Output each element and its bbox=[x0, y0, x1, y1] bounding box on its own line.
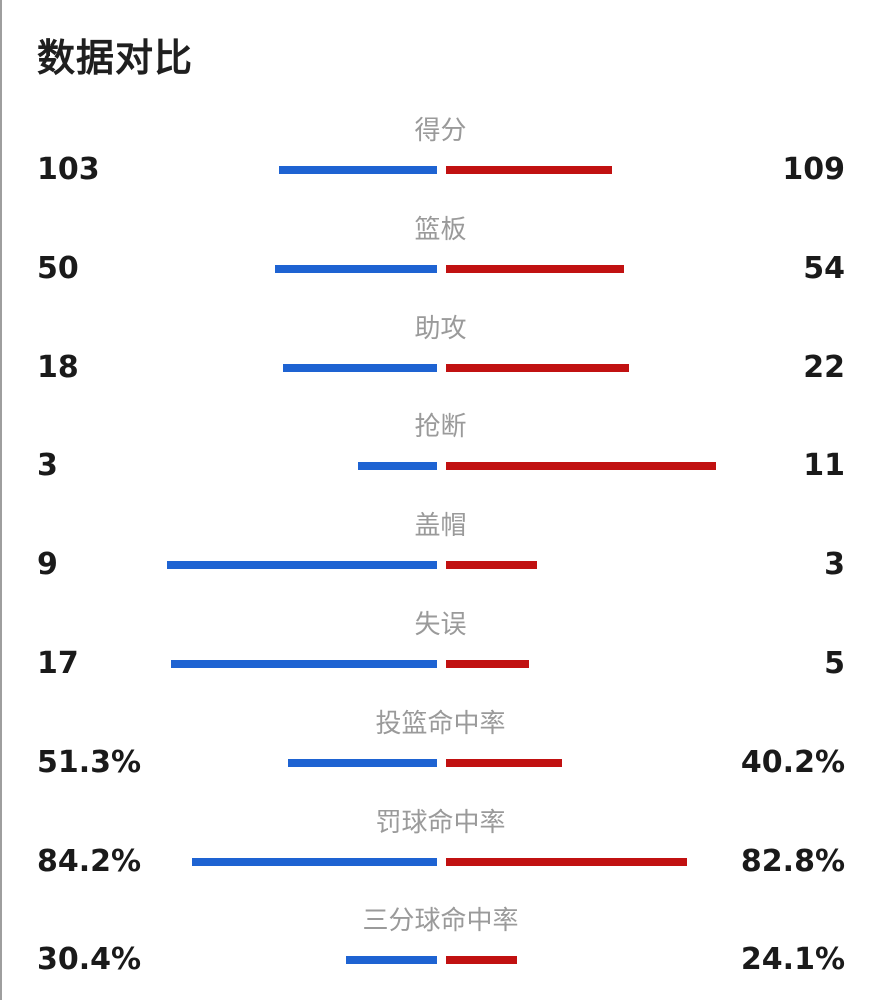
left-team-value: 51.3% bbox=[37, 745, 142, 780]
stat-row: 失误 17 5 bbox=[0, 610, 881, 690]
right-team-value: 24.1% bbox=[740, 942, 845, 977]
right-team-bar bbox=[446, 462, 716, 470]
right-team-bar bbox=[446, 265, 624, 273]
left-team-bar bbox=[283, 364, 437, 372]
left-team-value: 9 bbox=[37, 547, 58, 582]
right-team-value: 11 bbox=[803, 448, 845, 483]
stat-row: 投篮命中率 51.3% 40.2% bbox=[0, 709, 881, 789]
left-team-bar bbox=[171, 660, 437, 668]
right-team-bar bbox=[446, 166, 612, 174]
stat-label: 三分球命中率 bbox=[362, 906, 519, 936]
stat-label: 抢断 bbox=[414, 412, 467, 442]
left-team-value: 50 bbox=[37, 251, 79, 286]
left-frame-border bbox=[0, 0, 2, 1000]
stat-label: 失误 bbox=[414, 610, 467, 640]
right-team-bar bbox=[446, 858, 687, 866]
right-team-bar bbox=[446, 956, 517, 964]
page-title: 数据对比 bbox=[37, 36, 194, 80]
right-team-bar bbox=[446, 660, 529, 668]
right-team-value: 5 bbox=[824, 646, 845, 681]
left-team-value: 18 bbox=[37, 350, 79, 385]
left-team-bar bbox=[358, 462, 437, 470]
right-team-bar bbox=[446, 759, 562, 767]
stat-label: 盖帽 bbox=[414, 511, 467, 541]
stat-label: 篮板 bbox=[414, 215, 467, 245]
left-team-bar bbox=[346, 956, 437, 964]
left-team-bar bbox=[279, 166, 437, 174]
right-team-value: 109 bbox=[782, 152, 845, 187]
left-team-value: 84.2% bbox=[37, 844, 142, 879]
left-team-value: 3 bbox=[37, 448, 58, 483]
left-team-bar bbox=[288, 759, 437, 767]
stat-label: 罚球命中率 bbox=[375, 808, 506, 838]
stat-row: 罚球命中率 84.2% 82.8% bbox=[0, 808, 881, 888]
right-team-bar bbox=[446, 561, 537, 569]
left-team-bar bbox=[192, 858, 437, 866]
stat-row: 抢断 3 11 bbox=[0, 412, 881, 492]
right-team-value: 54 bbox=[803, 251, 845, 286]
stat-label: 助攻 bbox=[414, 314, 467, 344]
right-team-value: 3 bbox=[824, 547, 845, 582]
left-team-value: 17 bbox=[37, 646, 79, 681]
left-team-bar bbox=[167, 561, 437, 569]
stat-row: 得分 103 109 bbox=[0, 116, 881, 196]
stat-label: 投篮命中率 bbox=[375, 709, 506, 739]
stat-row: 三分球命中率 30.4% 24.1% bbox=[0, 906, 881, 986]
stat-label: 得分 bbox=[414, 116, 467, 146]
right-team-value: 82.8% bbox=[740, 844, 845, 879]
right-team-value: 40.2% bbox=[740, 745, 845, 780]
right-team-value: 22 bbox=[803, 350, 845, 385]
left-team-value: 30.4% bbox=[37, 942, 142, 977]
stat-row: 篮板 50 54 bbox=[0, 215, 881, 295]
right-team-bar bbox=[446, 364, 629, 372]
left-team-bar bbox=[275, 265, 437, 273]
left-team-value: 103 bbox=[37, 152, 100, 187]
stat-row: 助攻 18 22 bbox=[0, 314, 881, 394]
stat-row: 盖帽 9 3 bbox=[0, 511, 881, 591]
